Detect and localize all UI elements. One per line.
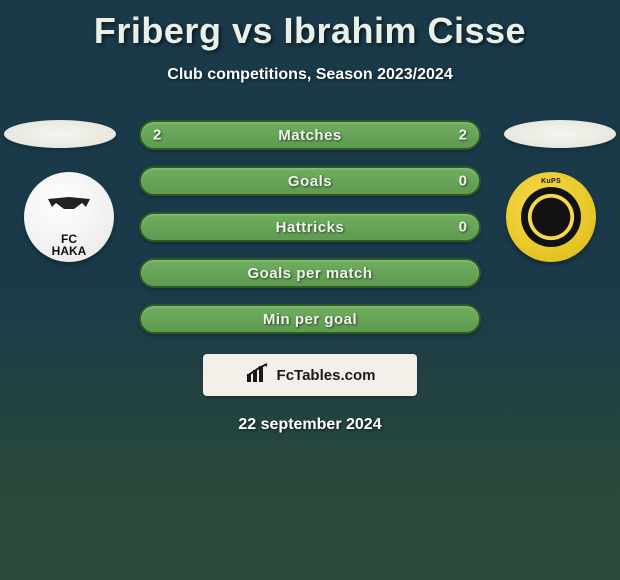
stat-label: Min per goal [263,311,357,328]
player-marker-right [504,120,616,148]
stat-right-value: 0 [459,219,467,236]
team-badge-right: KuPS [506,172,596,262]
stat-right-value: 0 [459,173,467,190]
branding-bar[interactable]: FcTables.com [203,354,417,396]
stat-label: Matches [278,127,342,144]
stat-row-goals: Goals 0 [139,166,481,196]
team-badge-left: FC HAKA [24,172,114,262]
page-title: Friberg vs Ibrahim Cisse [0,10,620,52]
stat-row-matches: 2 Matches 2 [139,120,481,150]
stats-rows: 2 Matches 2 Goals 0 Hattricks 0 Goals pe… [139,120,481,334]
player-marker-left [4,120,116,148]
haka-crest-icon [44,197,94,231]
page-subtitle: Club competitions, Season 2023/2024 [0,66,620,84]
branding-text: FcTables.com [277,367,376,384]
stat-left-value: 2 [153,127,161,144]
date-label: 22 september 2024 [0,416,620,434]
stat-label: Goals [288,173,332,190]
stat-label: Goals per match [247,265,372,282]
comparison-card: Friberg vs Ibrahim Cisse Club competitio… [0,0,620,434]
badge-left-line2: HAKA [52,244,87,258]
stat-label: Hattricks [276,219,345,236]
chart-icon [245,362,271,389]
team-badge-left-label: FC HAKA [44,197,94,257]
stat-row-goals-per-match: Goals per match [139,258,481,288]
kups-ball-icon [521,187,581,247]
stat-row-min-per-goal: Min per goal [139,304,481,334]
badge-right-line1: KuPS [506,178,596,185]
stat-right-value: 2 [459,127,467,144]
stat-row-hattricks: Hattricks 0 [139,212,481,242]
stats-stage: FC HAKA KuPS 2 Matches 2 Goals 0 Hattric… [0,120,620,434]
